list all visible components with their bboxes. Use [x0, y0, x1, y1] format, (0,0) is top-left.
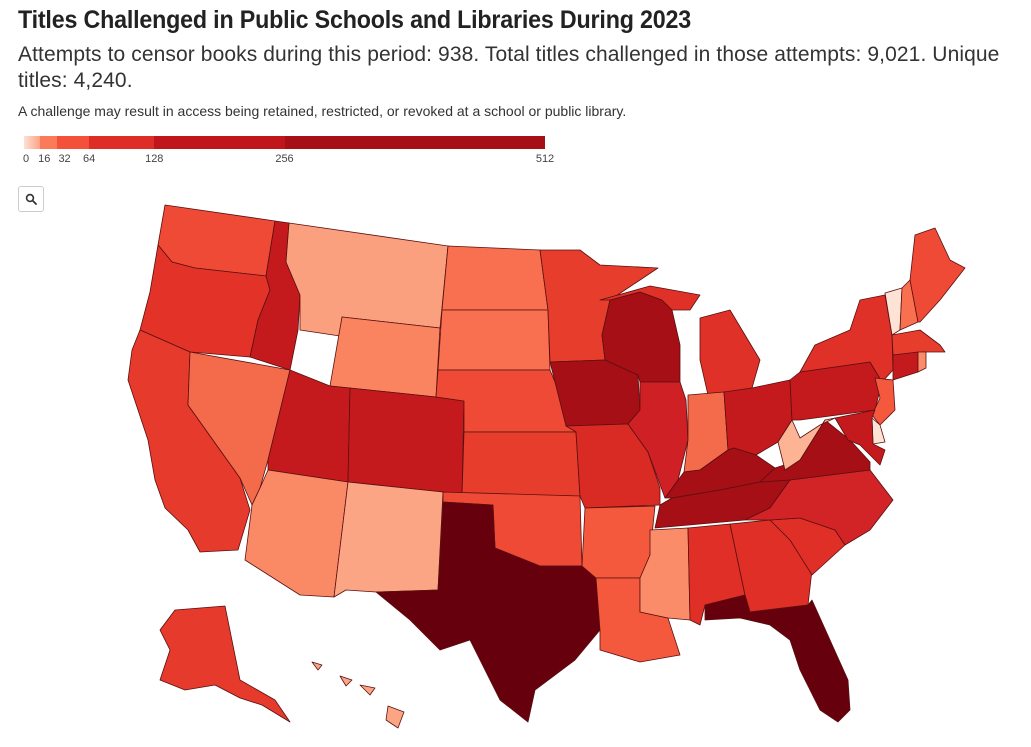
legend-color-bar	[24, 136, 545, 149]
state-ak[interactable]	[159, 605, 291, 723]
legend-swatch	[56, 136, 90, 149]
zoom-button[interactable]	[18, 186, 44, 212]
map-note: A challenge may result in access being r…	[18, 103, 627, 119]
us-states-map	[127, 204, 966, 729]
legend-swatch	[284, 136, 545, 149]
legend-swatch	[154, 136, 285, 149]
legend-swatch	[40, 136, 57, 149]
state-nm[interactable]	[333, 481, 444, 598]
state-hi[interactable]	[311, 661, 405, 729]
state-md[interactable]	[834, 409, 886, 466]
legend-swatch	[24, 136, 41, 149]
state-nd[interactable]	[441, 245, 549, 311]
state-fl[interactable]	[704, 594, 851, 723]
legend-swatch	[89, 136, 155, 149]
state-ar[interactable]	[581, 505, 656, 579]
map-title: Titles Challenged in Public Schools and …	[18, 6, 691, 34]
legend-tick-label: 32	[58, 153, 71, 165]
state-tx[interactable]	[375, 501, 601, 723]
map-subtitle: Attempts to censor books during this per…	[18, 43, 1000, 92]
legend-tick-label: 128	[145, 153, 164, 165]
state-me[interactable]	[909, 227, 966, 323]
legend-tick-label: 0	[22, 153, 30, 165]
state-sd[interactable]	[437, 309, 551, 371]
search-icon	[25, 193, 37, 205]
legend-labels: 0 16 32 64 128 256 512	[22, 153, 564, 167]
legend-tick-label: 16	[38, 153, 51, 165]
legend-tick-label: 256	[275, 153, 294, 165]
state-ri[interactable]	[917, 351, 927, 373]
legend-tick-label: 512	[535, 153, 555, 165]
legend-tick-label: 64	[83, 153, 96, 165]
state-az[interactable]	[244, 469, 349, 598]
state-ks[interactable]	[461, 431, 581, 497]
state-ct[interactable]	[892, 351, 919, 381]
state-wy[interactable]	[329, 316, 441, 398]
state-mt[interactable]	[285, 222, 449, 337]
state-ma[interactable]	[891, 329, 946, 356]
state-co[interactable]	[347, 387, 465, 495]
color-legend: 0 16 32 64 128 256 512	[23, 134, 554, 170]
